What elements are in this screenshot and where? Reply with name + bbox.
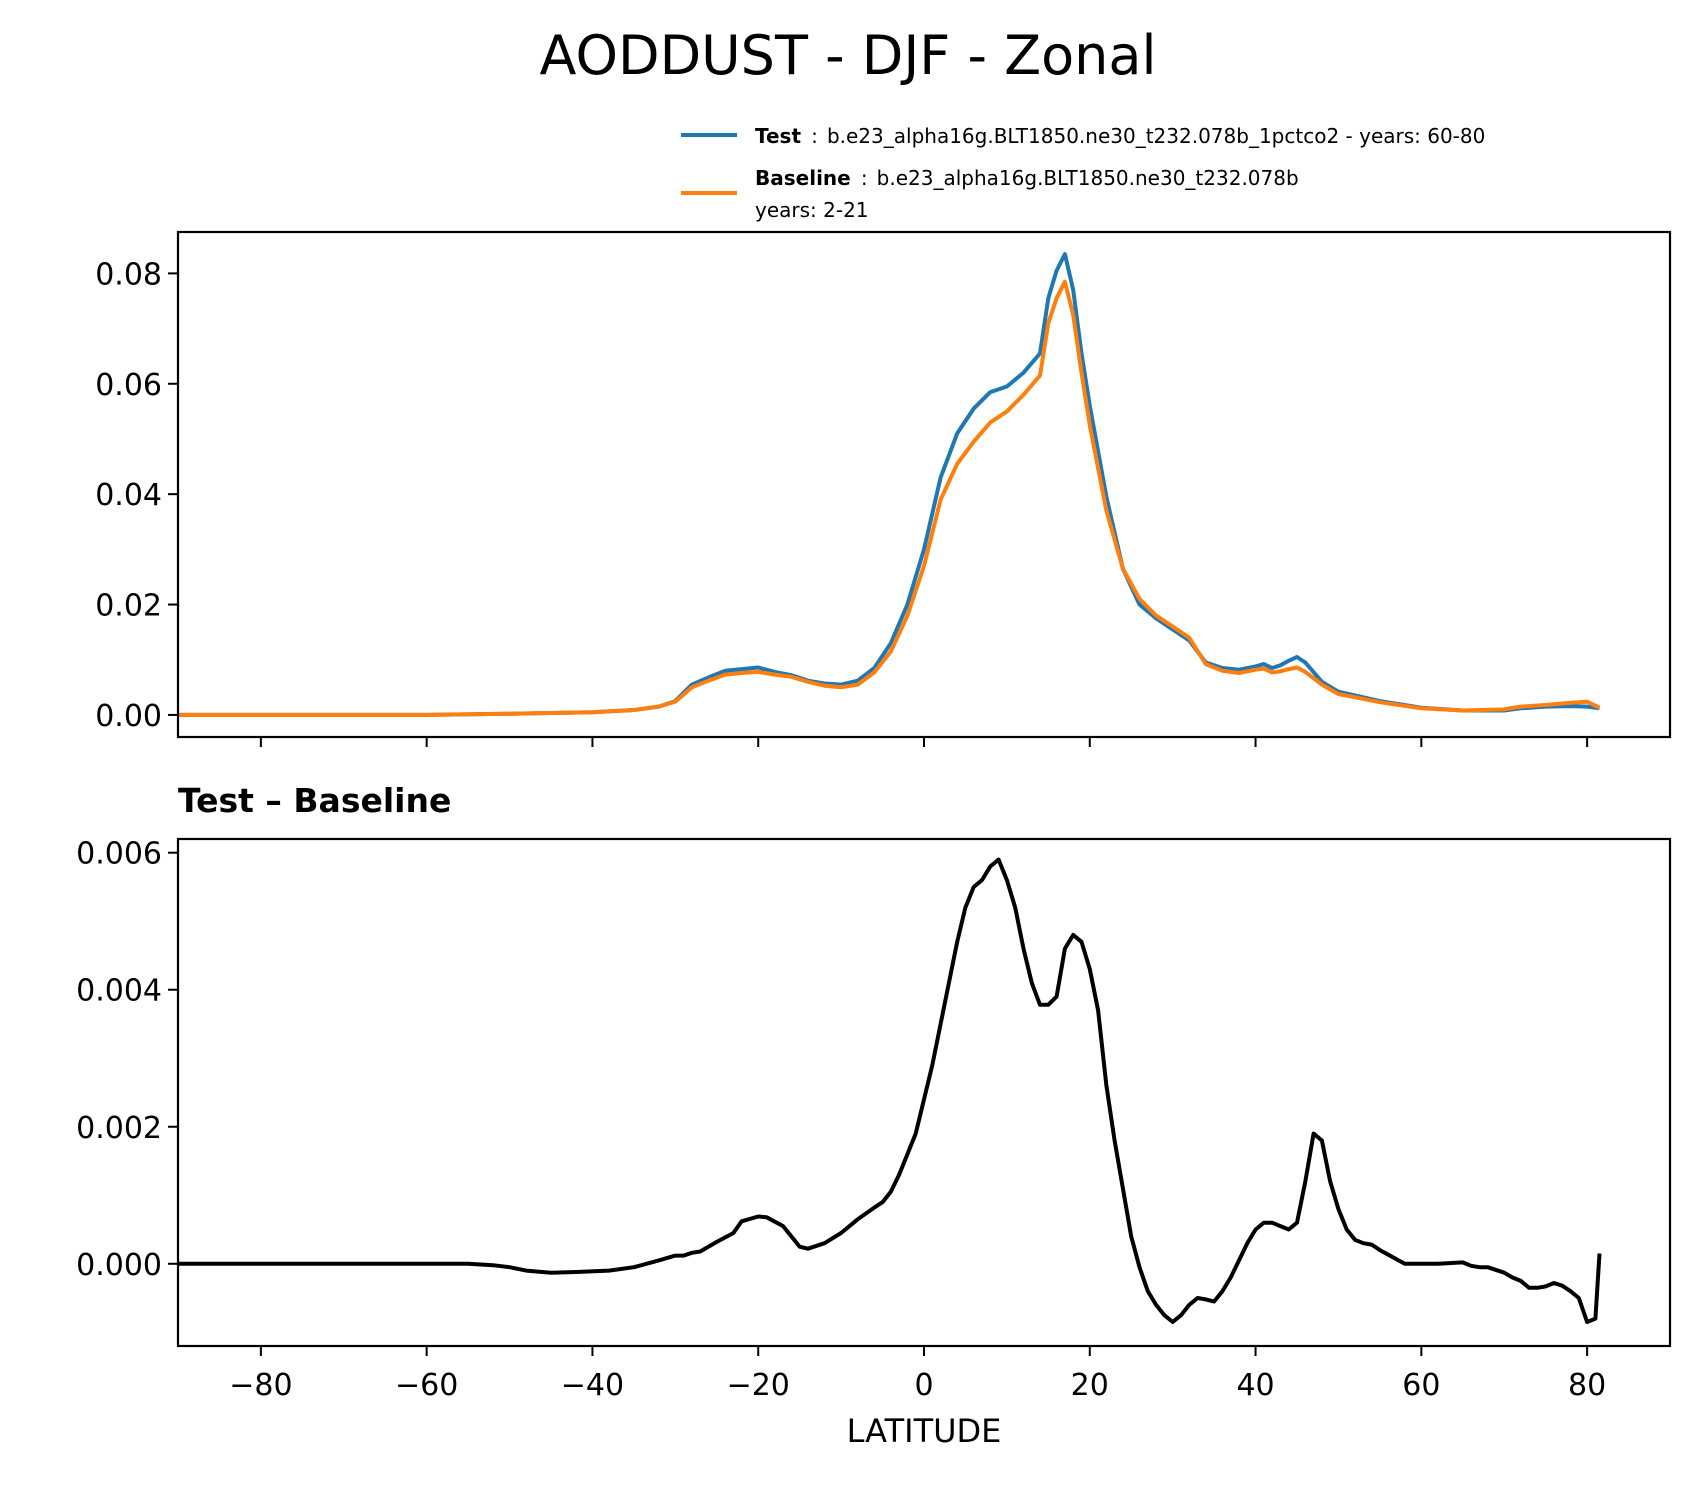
top-panel-y-tick-label-4: 0.08 [95, 257, 162, 292]
legend-baseline-label: Baseline : b.e23_alpha16g.BLT1850.ne30_t… [755, 166, 1299, 190]
difference-panel-x-tick-label-3: −20 [727, 1368, 790, 1403]
difference-panel-frame [176, 837, 1672, 1348]
legend-baseline-separator: : [861, 166, 868, 190]
top-panel-frame [176, 230, 1672, 739]
difference-panel-series-line-test-baseline [178, 857, 1602, 1324]
figure-title: AODDUST - DJF - Zonal [540, 24, 1157, 87]
difference-panel-y-tick-label-2: 0.004 [76, 974, 162, 1009]
top-panel-series-line-baseline [178, 279, 1601, 717]
difference-panel-x-tick-label-8: 80 [1568, 1368, 1606, 1403]
difference-panel-y-tick-label-0: 0.000 [76, 1248, 162, 1283]
top-panel-y-tick-label-3: 0.06 [95, 368, 162, 403]
top-panel-y-tick-label-0: 0.00 [95, 699, 162, 734]
top-panel: 0.00 0.02 0.04 0.06 0.08 [95, 252, 1601, 747]
top-panel-y-tick-label-2: 0.04 [95, 478, 162, 513]
difference-panel-x-tick-label-2: −40 [561, 1368, 624, 1403]
x-axis-label: LATITUDE [847, 1412, 1002, 1450]
legend-baseline-years: years: 2-21 [755, 198, 869, 222]
legend-test-separator: : [811, 124, 818, 148]
top-panel-y-tick-label-1: 0.02 [95, 589, 162, 624]
difference-panel-x-tick-label-7: 60 [1402, 1368, 1440, 1403]
legend-test-label: Test : b.e23_alpha16g.BLT1850.ne30_t232.… [755, 124, 1485, 148]
legend: Test : b.e23_alpha16g.BLT1850.ne30_t232.… [681, 124, 1485, 222]
difference-panel-y-tick-label-1: 0.002 [76, 1111, 162, 1146]
difference-panel: 0.000 0.002 0.004 0.006 −80 −60 −40 −20 0 20 40 60 8… [76, 837, 1606, 1403]
legend-baseline-description: b.e23_alpha16g.BLT1850.ne30_t232.078b [877, 166, 1299, 190]
difference-panel-x-tick-label-4: 0 [914, 1368, 933, 1403]
legend-baseline-name: Baseline [755, 166, 851, 190]
difference-panel-x-tick-label-6: 40 [1236, 1368, 1274, 1403]
legend-test-description: b.e23_alpha16g.BLT1850.ne30_t232.078b_1p… [827, 124, 1485, 148]
legend-test-name: Test [755, 124, 801, 148]
difference-panel-x-tick-label-0: −80 [229, 1368, 292, 1403]
top-panel-series-line-test [178, 252, 1600, 717]
difference-panel-x-tick-label-5: 20 [1071, 1368, 1109, 1403]
difference-panel-title: Test – Baseline [178, 781, 451, 820]
difference-panel-y-tick-label-3: 0.006 [76, 837, 162, 872]
difference-panel-x-tick-label-1: −60 [395, 1368, 458, 1403]
